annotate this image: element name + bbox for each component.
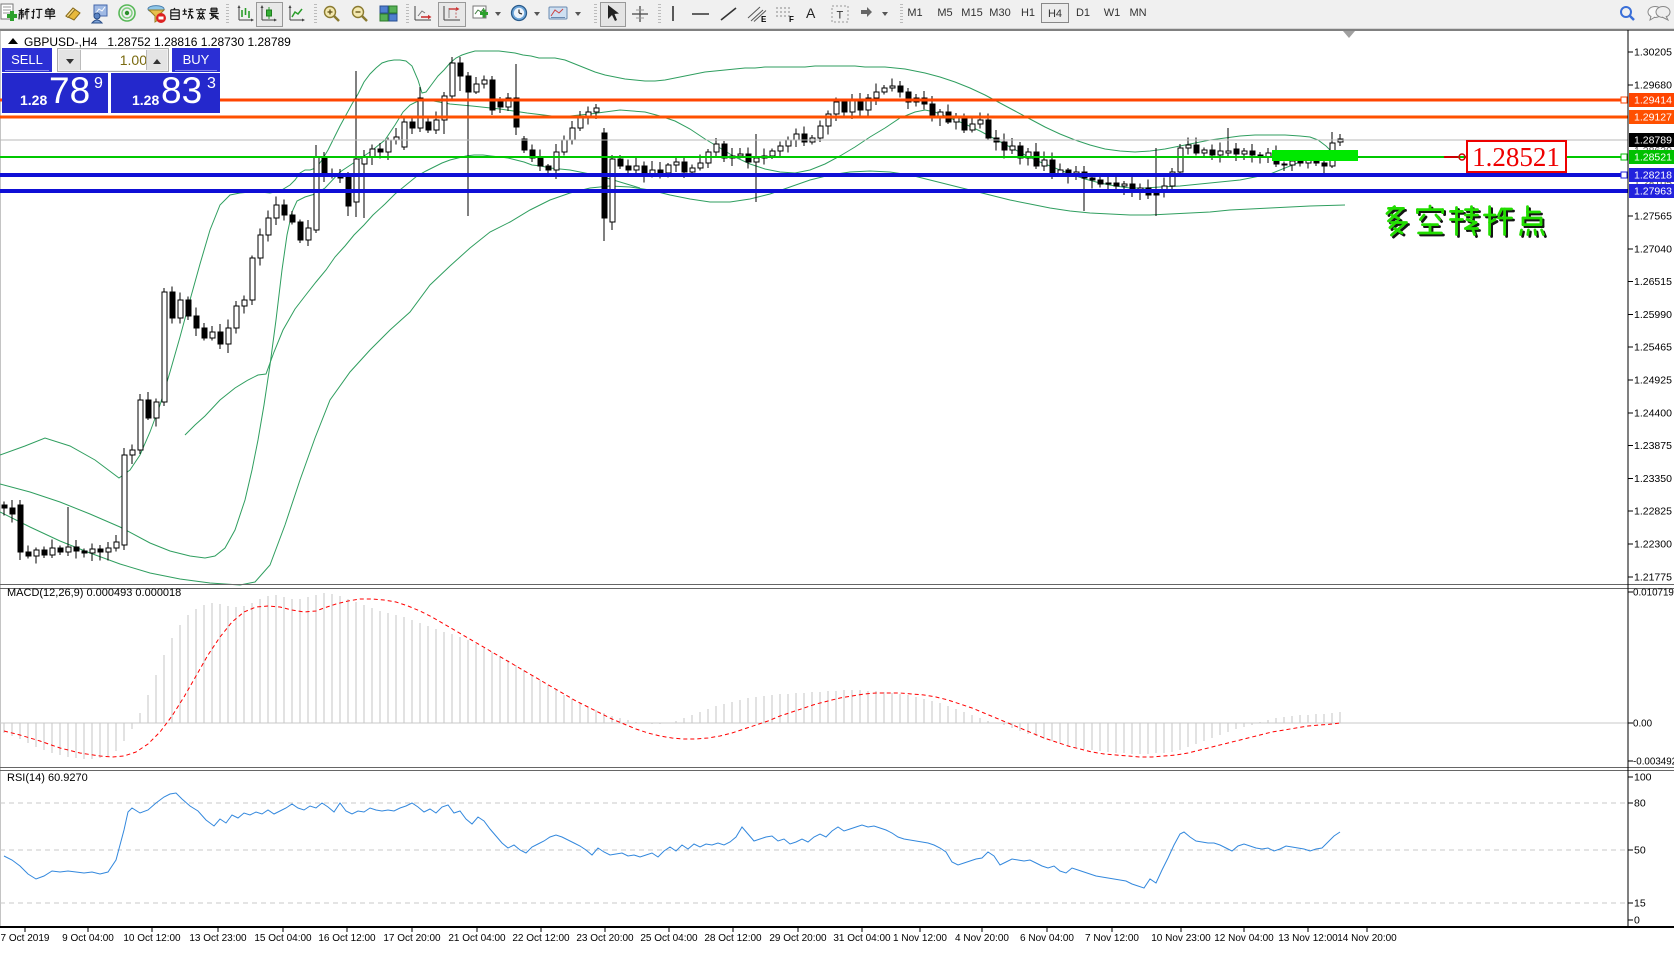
svg-text:T: T <box>837 10 844 22</box>
svg-text:1.25465: 1.25465 <box>1634 342 1672 354</box>
svg-text:-0.003492: -0.003492 <box>1633 757 1674 768</box>
svg-text:28 Oct 12:00: 28 Oct 12:00 <box>704 933 762 944</box>
svg-text:80: 80 <box>1634 798 1646 810</box>
svg-text:6 Nov 04:00: 6 Nov 04:00 <box>1020 933 1074 944</box>
svg-text:13 Nov 12:00: 13 Nov 12:00 <box>1278 933 1338 944</box>
svg-text:100: 100 <box>1634 772 1652 784</box>
svg-text:21 Oct 04:00: 21 Oct 04:00 <box>448 933 506 944</box>
svg-text:MACD(12,26,9) 0.000493 0.00001: MACD(12,26,9) 0.000493 0.000018 <box>7 587 181 599</box>
svg-text:4 Nov 20:00: 4 Nov 20:00 <box>955 933 1009 944</box>
svg-text:31 Oct 04:00: 31 Oct 04:00 <box>833 933 891 944</box>
svg-text:1.28521: 1.28521 <box>1472 142 1560 172</box>
svg-text:13 Oct 23:00: 13 Oct 23:00 <box>189 933 247 944</box>
svg-text:1.27565: 1.27565 <box>1634 211 1672 223</box>
svg-text:23 Oct 20:00: 23 Oct 20:00 <box>576 933 634 944</box>
svg-text:22 Oct 12:00: 22 Oct 12:00 <box>512 933 570 944</box>
svg-text:1.21775: 1.21775 <box>1634 571 1672 583</box>
svg-text:12 Nov 04:00: 12 Nov 04:00 <box>1214 933 1274 944</box>
svg-text:15 Oct 04:00: 15 Oct 04:00 <box>254 933 312 944</box>
svg-text:1.28521: 1.28521 <box>1634 152 1672 164</box>
svg-text:14 Nov 20:00: 14 Nov 20:00 <box>1337 933 1397 944</box>
svg-text:0.00: 0.00 <box>1633 719 1653 730</box>
svg-text:1.26515: 1.26515 <box>1634 276 1672 288</box>
svg-text:1.29680: 1.29680 <box>1634 79 1672 91</box>
svg-text:GBPUSD-,H4 1.28752 1.28816 1: GBPUSD-,H4 1.28752 1.28816 1.28730 1.287… <box>24 35 291 49</box>
svg-text:16 Oct 12:00: 16 Oct 12:00 <box>318 933 376 944</box>
svg-text:1.30205: 1.30205 <box>1634 47 1672 59</box>
svg-text:RSI(14) 60.9270: RSI(14) 60.9270 <box>7 772 88 784</box>
svg-text:1.28789: 1.28789 <box>1634 135 1672 147</box>
svg-text:29 Oct 20:00: 29 Oct 20:00 <box>769 933 827 944</box>
svg-text:1.23875: 1.23875 <box>1634 440 1672 452</box>
svg-text:7 Oct 2019: 7 Oct 2019 <box>1 933 50 944</box>
svg-text:50: 50 <box>1634 845 1646 857</box>
svg-text:0.010719: 0.010719 <box>1633 588 1674 599</box>
svg-text:1.28218: 1.28218 <box>1634 170 1672 182</box>
svg-text:1.22300: 1.22300 <box>1634 539 1672 551</box>
svg-text:25 Oct 04:00: 25 Oct 04:00 <box>640 933 698 944</box>
svg-text:1 Nov 12:00: 1 Nov 12:00 <box>893 933 947 944</box>
svg-text:9 Oct 04:00: 9 Oct 04:00 <box>62 933 114 944</box>
svg-text:1.24400: 1.24400 <box>1634 407 1672 419</box>
svg-text:0: 0 <box>1634 915 1640 927</box>
svg-text:15: 15 <box>1634 898 1646 910</box>
svg-text:1.29414: 1.29414 <box>1634 95 1672 107</box>
svg-text:1.23350: 1.23350 <box>1634 473 1672 485</box>
svg-text:10 Nov 23:00: 10 Nov 23:00 <box>1151 933 1211 944</box>
svg-text:1.27040: 1.27040 <box>1634 243 1672 255</box>
svg-text:10 Oct 12:00: 10 Oct 12:00 <box>123 933 181 944</box>
svg-text:7 Nov 12:00: 7 Nov 12:00 <box>1085 933 1139 944</box>
svg-text:1.24925: 1.24925 <box>1634 375 1672 387</box>
svg-text:1.25990: 1.25990 <box>1634 309 1672 321</box>
svg-text:E: E <box>761 15 767 24</box>
svg-text:F: F <box>789 15 794 24</box>
svg-text:17 Oct 20:00: 17 Oct 20:00 <box>383 933 441 944</box>
svg-text:1.27963: 1.27963 <box>1634 186 1672 198</box>
svg-text:1.29127: 1.29127 <box>1634 112 1672 124</box>
svg-text:1.22825: 1.22825 <box>1634 506 1672 518</box>
